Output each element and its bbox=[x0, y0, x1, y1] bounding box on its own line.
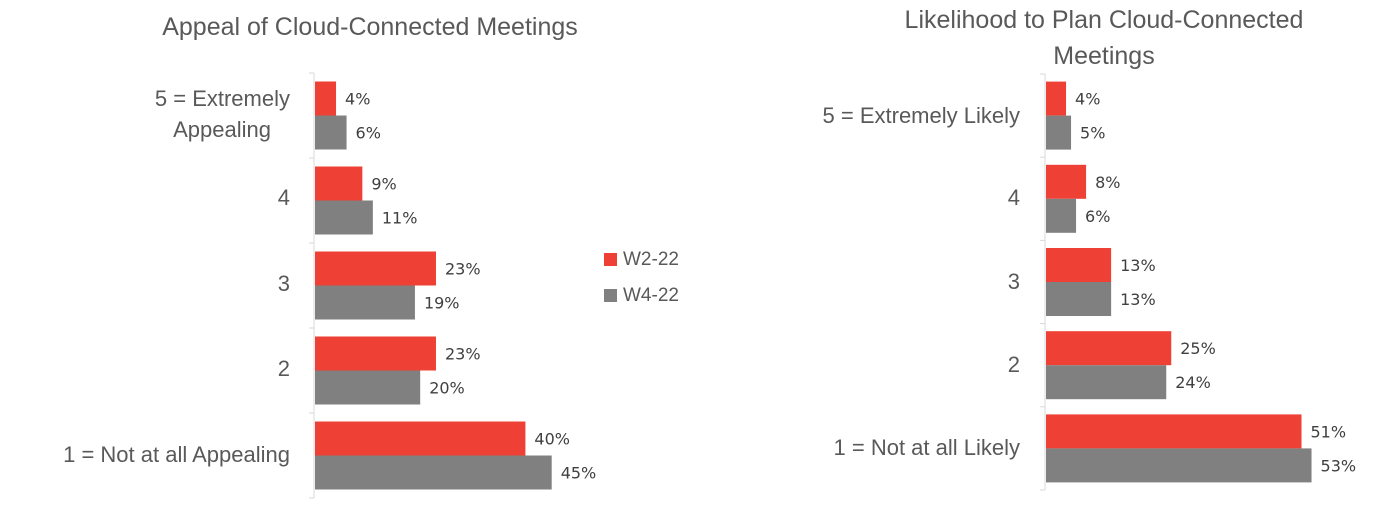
category-label-line: 4 bbox=[1008, 185, 1020, 210]
data-label: 11% bbox=[382, 209, 418, 228]
data-label: 19% bbox=[424, 294, 460, 313]
category-label: 2 bbox=[278, 356, 290, 381]
bar-w2-22 bbox=[315, 421, 526, 456]
data-label: 53% bbox=[1321, 456, 1357, 475]
data-label: 45% bbox=[561, 464, 597, 483]
bar-w4-22 bbox=[1046, 365, 1167, 400]
appeal-chart: Appeal of Cloud-Connected Meetings 5 = Ex… bbox=[63, 13, 597, 499]
likelihood-chart: Likelihood to Plan Cloud-Connected Meetin… bbox=[823, 6, 1357, 491]
bar-w4-22 bbox=[315, 455, 552, 490]
category-label-line: 5 = Extremely bbox=[155, 86, 290, 111]
category-label: 1 = Not at all Appealing bbox=[63, 442, 290, 467]
data-label: 6% bbox=[1085, 207, 1110, 226]
category-label-line: 5 = Extremely Likely bbox=[823, 103, 1020, 128]
bar-w2-22 bbox=[1046, 164, 1087, 199]
category-label: 1 = Not at all Likely bbox=[834, 435, 1020, 460]
bar-w2-22 bbox=[1046, 81, 1067, 116]
bar-w4-22 bbox=[1046, 282, 1112, 316]
data-label: 4% bbox=[345, 90, 370, 109]
chart-title: Appeal of Cloud-Connected Meetings bbox=[162, 13, 578, 41]
data-label: 8% bbox=[1095, 173, 1120, 192]
data-label: 25% bbox=[1180, 339, 1216, 358]
bar-w2-22 bbox=[315, 81, 337, 116]
bar-w4-22 bbox=[1046, 198, 1077, 233]
category-label-line: 2 bbox=[1008, 352, 1020, 377]
category-label: 4 bbox=[278, 185, 290, 210]
bar-w4-22 bbox=[315, 370, 421, 405]
category-label-line: 3 bbox=[278, 271, 290, 296]
data-label: 23% bbox=[445, 345, 481, 364]
legend: W2-22 W4-22 bbox=[604, 249, 679, 306]
category-label: 2 bbox=[1008, 352, 1020, 377]
category-label-line: 4 bbox=[278, 185, 290, 210]
category-label: 3 bbox=[278, 271, 290, 296]
bar-w2-22 bbox=[1046, 331, 1172, 366]
chart-title-line: Meetings bbox=[1053, 42, 1154, 70]
data-label: 9% bbox=[371, 175, 396, 194]
category-label: 5 = Extremely Appealing bbox=[155, 86, 290, 142]
category-label: 4 bbox=[1008, 185, 1020, 210]
data-label: 13% bbox=[1120, 290, 1156, 309]
category-label-line: 1 = Not at all Likely bbox=[834, 435, 1020, 460]
data-label: 5% bbox=[1080, 124, 1105, 143]
category-label-line: Appealing bbox=[173, 117, 271, 142]
bar-w2-22 bbox=[1046, 414, 1302, 449]
bar-w2-22 bbox=[315, 166, 363, 201]
chart-title-line: Appeal of Cloud-Connected Meetings bbox=[162, 13, 578, 41]
data-label: 23% bbox=[445, 260, 481, 279]
data-label: 13% bbox=[1120, 256, 1156, 275]
category-label: 5 = Extremely Likely bbox=[823, 103, 1020, 128]
category-label-line: 2 bbox=[278, 356, 290, 381]
category-label-line: 1 = Not at all Appealing bbox=[63, 442, 290, 467]
bar-w2-22 bbox=[315, 251, 436, 286]
legend-label: W4-22 bbox=[623, 285, 679, 306]
bar-w2-22 bbox=[1046, 248, 1112, 282]
data-label: 4% bbox=[1075, 90, 1100, 109]
data-label: 40% bbox=[534, 430, 570, 449]
data-label: 20% bbox=[429, 379, 465, 398]
bar-w4-22 bbox=[315, 115, 347, 150]
chart-title: Likelihood to Plan Cloud-Connected Meetin… bbox=[905, 6, 1304, 70]
legend-swatch bbox=[604, 253, 617, 266]
bar-w4-22 bbox=[1046, 448, 1312, 483]
data-label: 6% bbox=[356, 124, 381, 143]
data-label: 24% bbox=[1175, 373, 1211, 392]
data-label: 51% bbox=[1311, 422, 1347, 441]
legend-swatch bbox=[604, 289, 617, 302]
bar-w4-22 bbox=[315, 285, 415, 320]
bar-w4-22 bbox=[315, 200, 373, 235]
bar-w4-22 bbox=[1046, 115, 1072, 150]
category-label-line: 3 bbox=[1008, 269, 1020, 294]
bar-w2-22 bbox=[315, 336, 436, 371]
legend-label: W2-22 bbox=[623, 249, 679, 270]
category-label: 3 bbox=[1008, 269, 1020, 294]
chart-title-line: Likelihood to Plan Cloud-Connected bbox=[905, 6, 1304, 34]
